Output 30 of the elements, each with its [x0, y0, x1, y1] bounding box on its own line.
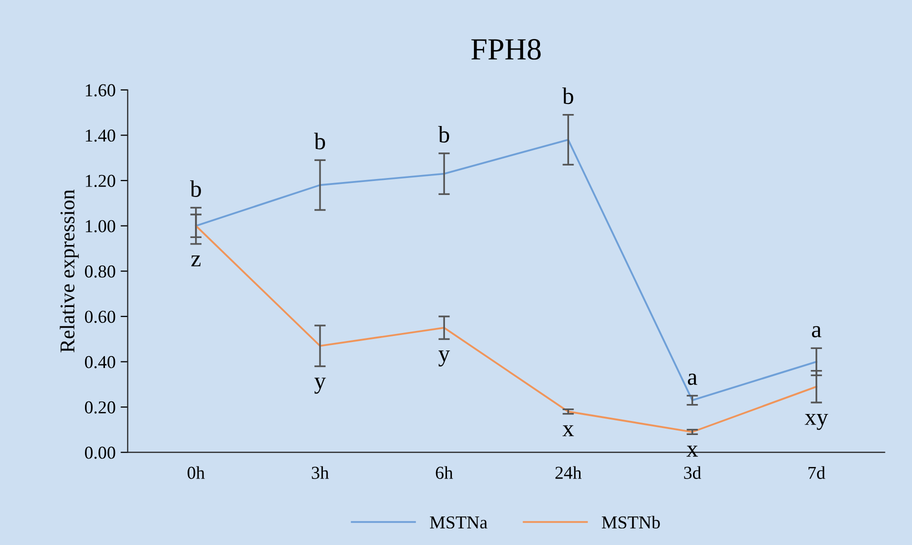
y-tick-label: 0.40	[84, 356, 116, 368]
annotation: a	[688, 374, 698, 385]
annotation: b	[562, 87, 574, 104]
legend-label: MSTNb	[602, 516, 660, 529]
y-tick-label: 0.60	[84, 310, 116, 323]
y-axis-title: Relative expression	[60, 190, 79, 352]
y-tick-label: 0.00	[84, 446, 116, 459]
x-tick-label: 3d	[684, 466, 702, 479]
annotation: x	[562, 425, 574, 436]
annotation: z	[191, 255, 201, 266]
x-tick-label: 3h	[312, 466, 329, 479]
x-tick-label: 7d	[808, 466, 826, 479]
y-tick-label: 0.80	[84, 265, 116, 278]
x-tick-label: 0h	[188, 466, 205, 479]
y-tick-label: 1.60	[86, 84, 116, 96]
legend-label: MSTNa	[430, 516, 488, 529]
x-tick-label: 6h	[436, 466, 453, 479]
x-tick-label: 24h	[555, 466, 582, 479]
chart-title: FPH8	[471, 39, 541, 60]
annotation: b	[314, 132, 326, 150]
y-tick-label: 1.40	[86, 129, 116, 142]
y-tick-label: 0.20	[84, 401, 116, 414]
annotation: b	[438, 126, 450, 143]
annotation: b	[190, 180, 201, 197]
annotation: a	[812, 326, 822, 338]
annotation: y	[438, 350, 450, 366]
y-tick-label: 1.00	[86, 220, 116, 232]
annotation: xy	[804, 414, 828, 430]
annotation: y	[314, 378, 326, 394]
y-tick-label: 1.20	[86, 174, 116, 188]
